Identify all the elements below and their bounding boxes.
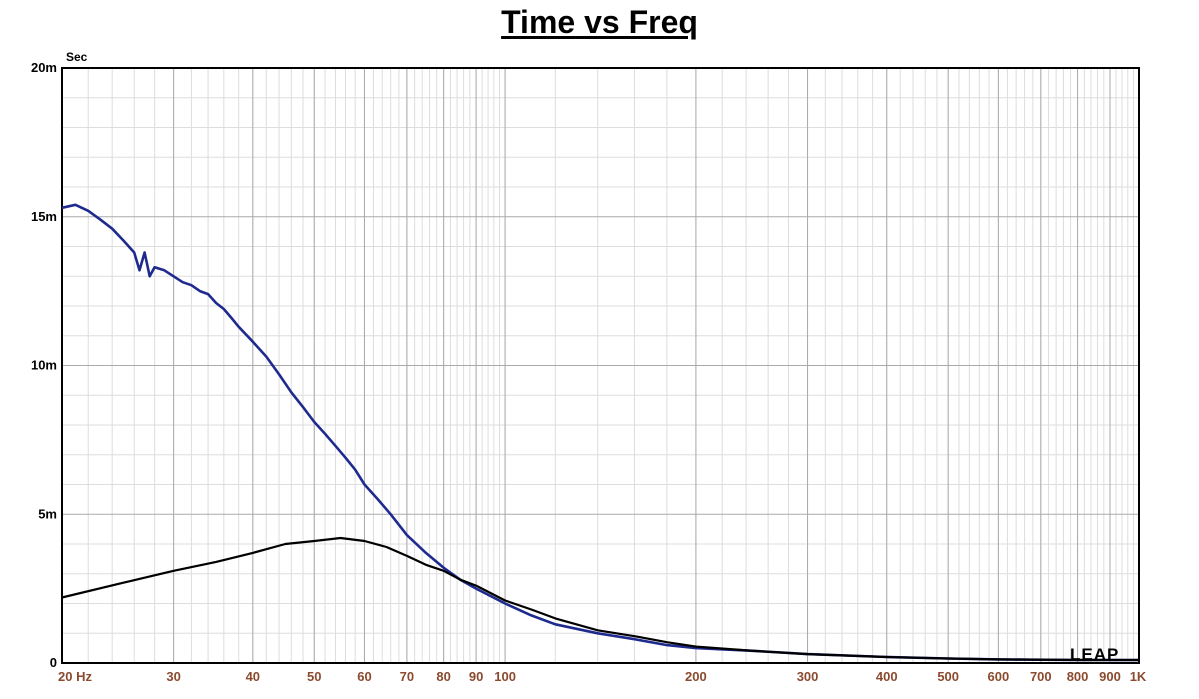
y-tick-label: 20m: [31, 60, 57, 75]
x-tick-label: 500: [937, 669, 959, 684]
x-tick-label: 900: [1099, 669, 1121, 684]
x-axis-ticks: 20 Hz 30 40 50 60 70 80 90 100 200 300 400 500 600 700…: [58, 669, 1147, 684]
x-tick-label: 400: [876, 669, 898, 684]
y-tick-label: 15m: [31, 209, 57, 224]
leap-logo: LEAP: [1070, 645, 1119, 664]
y-tick-label: 0: [50, 655, 57, 670]
x-tick-label: 20 Hz: [58, 669, 92, 684]
x-tick-label: 70: [400, 669, 414, 684]
x-tick-label: 50: [307, 669, 321, 684]
y-tick-label: 5m: [38, 506, 57, 521]
x-tick-label: 90: [469, 669, 483, 684]
x-tick-label: 800: [1067, 669, 1089, 684]
x-tick-label: 600: [988, 669, 1010, 684]
major-grid: [62, 68, 1139, 663]
y-axis-ticks: 0 5m 10m 15m 20m: [31, 60, 57, 670]
series-line-1: [61, 203, 1139, 662]
x-tick-label: 200: [685, 669, 707, 684]
y-unit-label: Sec: [66, 50, 88, 64]
y-tick-label: 10m: [31, 358, 57, 373]
x-tick-label: 100: [494, 669, 516, 684]
plot-frame: [61, 67, 1140, 664]
chart-title: Time vs Freq: [501, 4, 698, 40]
x-tick-label: 40: [246, 669, 260, 684]
x-tick-label: 30: [166, 669, 180, 684]
x-tick-label: 700: [1030, 669, 1052, 684]
x-tick-label: 60: [357, 669, 371, 684]
x-tick-label: 80: [436, 669, 450, 684]
series-layer: [61, 203, 1139, 662]
x-tick-label: 300: [797, 669, 819, 684]
x-tick-label: 1K: [1130, 669, 1147, 684]
series-line-2: [61, 536, 1139, 662]
